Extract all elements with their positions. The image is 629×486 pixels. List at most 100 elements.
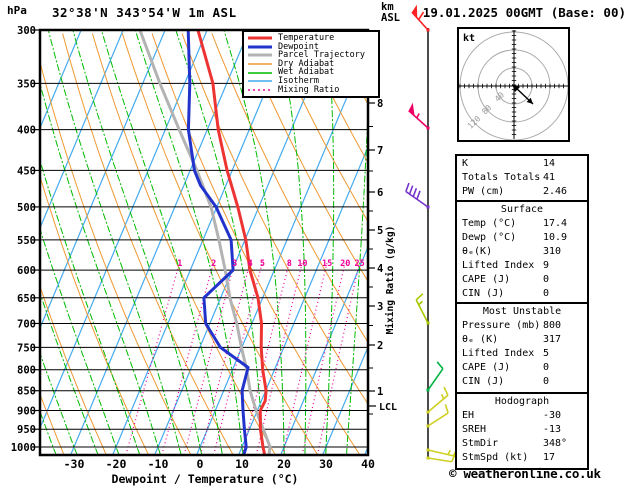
plot-border: [38, 28, 370, 457]
legend-item: Dewpoint: [247, 41, 375, 52]
legend-item-label: Wet Adiabat: [278, 67, 335, 78]
pressure-tick-label: 900: [17, 406, 36, 418]
panel-row: EH -30: [457, 409, 587, 423]
panel-row-value: 10.9: [543, 232, 568, 243]
legend-item: Dry Adiabat: [247, 60, 375, 69]
mixing-ratio-label: 4: [248, 259, 253, 269]
panel-title: Surface: [500, 204, 544, 215]
panel-row: SREH -13: [457, 423, 587, 437]
legend-item-label: Temperature: [278, 33, 335, 43]
dewpoint-curve: [186, 30, 250, 455]
panel-row: CIN (J) 0: [457, 375, 587, 389]
pressure-tick-label: 750: [17, 342, 36, 354]
legend-item: Temperature: [247, 34, 375, 43]
panel-row-value: 348°: [543, 438, 568, 449]
panel-row-value: 41: [543, 172, 556, 183]
panel-row-value: 0: [543, 288, 550, 299]
temperature-tick-label: 0: [197, 457, 204, 471]
panel-row: StmDir 348°: [457, 437, 587, 451]
pressure-tick-label: 350: [17, 78, 36, 90]
index-panel-most-unstable: Most Unstable Pressure (mb) 800 θₑ (K) 317 Li…: [455, 302, 589, 396]
panel-row-label: Dewp (°C): [462, 232, 517, 243]
hodograph-border: [457, 27, 570, 142]
legend-line-sample: [248, 53, 272, 57]
panel-row: StmSpd (kt) 17: [457, 451, 587, 465]
pressure-tick-label: 550: [17, 235, 36, 247]
temperature-tick-label: 20: [277, 457, 291, 471]
km-tick-label: 5: [377, 225, 383, 237]
wind-barb: [408, 102, 430, 130]
panel-row: Temp (°C) 17.4: [457, 217, 587, 231]
panel-row: Dewp (°C) 10.9: [457, 231, 587, 245]
copyright-credit: © weatheronline.co.uk: [449, 466, 601, 481]
skewt-background: 1 2 3 4 5 8 10 15 20 25: [40, 30, 368, 455]
index-panel: K 14 Totals Totals 41 PW (cm) 2.46: [455, 154, 589, 204]
hodograph-origin-marker: [512, 84, 520, 92]
hodograph-unit-label: kt: [463, 33, 475, 44]
panel-row-value: 9: [543, 260, 550, 271]
panel-title: Most Unstable: [482, 306, 562, 317]
panel-row-value: 17.4: [543, 218, 568, 229]
pressure-axis-unit: hPa: [7, 4, 27, 17]
wind-barb: [426, 453, 457, 463]
km-tick-label: 7: [377, 145, 383, 157]
wind-barb: [405, 182, 430, 209]
panel-row: Lifted Index 9: [457, 259, 587, 273]
panel-row-label: PW (cm): [462, 186, 505, 197]
pressure-tick-label: 400: [17, 125, 36, 137]
altitude-axis-unit: km ASL: [381, 2, 400, 24]
panel-row: θₑ (K) 317: [457, 333, 587, 347]
panel-row: CIN (J) 0: [457, 287, 587, 301]
pressure-tick-label: 850: [17, 386, 36, 398]
index-panel-hodograph: Hodograph EH -30 SREH -13 StmDir 348° StmSpd (k…: [455, 392, 589, 470]
panel-row-label: θₑ(K): [462, 246, 493, 257]
panel-row-label: Temp (°C): [462, 218, 517, 229]
mixing-ratio-label: 25: [354, 259, 364, 269]
panel-row-value: 800: [543, 320, 562, 331]
panel-row-label: StmSpd (kt): [462, 452, 529, 463]
km-tick-label: 1: [377, 386, 383, 398]
legend-item: Wet Adiabat: [247, 68, 375, 77]
mixing-ratio-label: 15: [322, 259, 332, 269]
legend-item-label: Isotherm: [278, 75, 319, 86]
panel-row-label: Lifted Index: [462, 348, 535, 359]
km-tick-label: 3: [377, 301, 383, 313]
pressure-tick-label: 600: [17, 265, 36, 277]
panel-row: Lifted Index 5: [457, 347, 587, 361]
panel-row-label: CAPE (J): [462, 274, 511, 285]
pressure-tick-label: 450: [17, 165, 36, 177]
temperature-tick-label: 10: [235, 457, 249, 471]
pressure-tick-label: 1000: [11, 442, 36, 454]
mixing-ratio-label: 5: [260, 259, 265, 269]
altitude-unit-asl: ASL: [381, 12, 400, 24]
panel-row: CAPE (J) 0: [457, 361, 587, 375]
legend-line-sample: [248, 36, 272, 40]
temperature-tick-label: 40: [361, 457, 375, 471]
panel-row-value: 0: [543, 274, 550, 285]
pressure-tick-label: 500: [17, 202, 36, 214]
pressure-tick-label: 950: [17, 424, 36, 436]
panel-row-label: CIN (J): [462, 288, 505, 299]
legend-item: Mixing Ratio: [247, 85, 375, 95]
panel-row-label: Lifted Index: [462, 260, 535, 271]
panel-row-label: StmDir: [462, 438, 499, 449]
panel-row: Totals Totals 41: [457, 171, 587, 185]
km-tick-label: 6: [377, 187, 383, 199]
panel-title: Hodograph: [494, 396, 550, 407]
km-tick-label: 8: [377, 98, 383, 110]
km-tick-label: 2: [377, 340, 383, 352]
temperature-tick-label: -10: [148, 457, 169, 471]
panel-row-label: EH: [462, 410, 475, 421]
altitude-unit-km: km: [381, 1, 394, 13]
legend-item-label: Dewpoint: [278, 41, 319, 52]
legend-box: Temperature Dewpoint Parcel Trajectory Dry …: [242, 30, 380, 99]
mixing-axis-title: Mixing Ratio (g/kg): [385, 226, 396, 335]
panel-row-value: 0: [543, 362, 550, 373]
wind-barb: [411, 4, 430, 32]
legend-item-label: Dry Adiabat: [278, 58, 335, 69]
index-panel-surface: Surface Temp (°C) 17.4 Dewp (°C) 10.9 θₑ(K) 31…: [455, 200, 589, 306]
panel-row-value: 5: [543, 348, 550, 359]
temperature-curve: [196, 30, 268, 455]
